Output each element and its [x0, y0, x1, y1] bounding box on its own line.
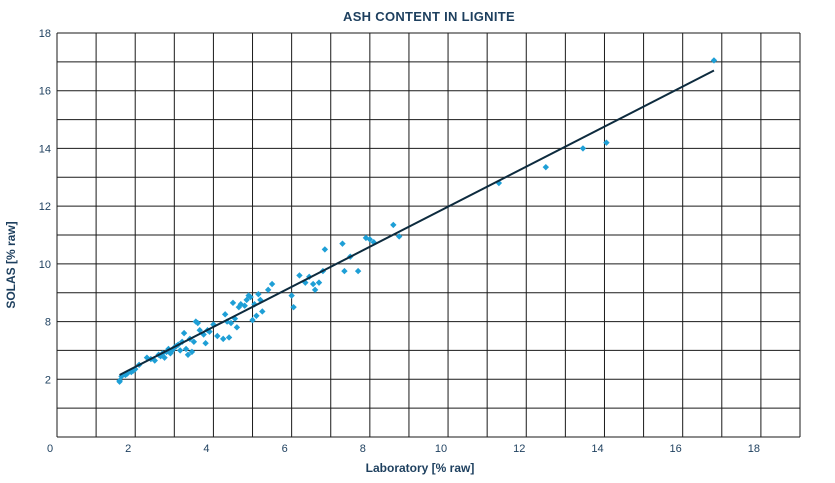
y-tick-label: 10 [39, 259, 51, 271]
chart-title: ASH CONTENT IN LIGNITE [343, 9, 515, 24]
data-point [225, 334, 233, 341]
data-point [241, 302, 248, 309]
y-tick-label: 16 [39, 86, 51, 98]
data-point [354, 267, 362, 275]
data-point [311, 286, 319, 294]
data-point [362, 234, 370, 242]
data-point [221, 311, 229, 318]
data-point [579, 145, 587, 152]
y-tick-label: 8 [45, 317, 51, 329]
data-point [180, 329, 188, 337]
data-point [259, 308, 266, 315]
x-tick-label: 18 [748, 443, 760, 455]
data-point [190, 338, 198, 345]
data-point [229, 299, 237, 307]
data-point [542, 163, 550, 171]
data-point [182, 345, 190, 353]
data-point [321, 246, 329, 253]
data-point [390, 221, 397, 229]
data-point [290, 303, 297, 311]
data-point [176, 347, 184, 354]
data-point [366, 236, 374, 243]
y-tick-labels: 2 8 10 12 14 16 18 [39, 28, 51, 386]
data-point [268, 280, 276, 288]
data-point [253, 312, 260, 319]
data-point [237, 301, 244, 308]
data-point [196, 327, 203, 334]
data-point [395, 233, 403, 240]
data-point [184, 351, 192, 358]
x-tick-label: 6 [282, 443, 288, 455]
x-tick-labels: 0 2 4 6 8 10 12 14 16 18 [47, 443, 760, 455]
data-point [341, 267, 348, 275]
x-tick-label: 14 [591, 443, 603, 455]
data-point [315, 279, 323, 286]
data-point [603, 139, 610, 146]
data-point [214, 332, 221, 340]
data-point [288, 292, 295, 299]
data-point [710, 57, 718, 64]
x-tick-label: 8 [360, 443, 366, 455]
y-axis-label: SOLAS [% raw] [4, 221, 18, 308]
data-point [178, 338, 186, 345]
x-tick-label: 12 [513, 443, 525, 455]
data-point [339, 240, 346, 247]
y-tick-label: 2 [45, 374, 51, 386]
x-tick-label: 10 [435, 443, 447, 455]
data-point [143, 354, 151, 361]
data-point [161, 354, 168, 361]
data-point [249, 316, 256, 324]
y-tick-label: 14 [39, 143, 51, 155]
data-point [255, 290, 262, 298]
data-point [219, 335, 227, 343]
data-point [151, 357, 158, 364]
data-point [194, 319, 201, 327]
x-tick-label: 0 [47, 443, 53, 455]
y-tick-label: 12 [39, 201, 51, 213]
regression-line [119, 69, 715, 376]
data-point [202, 340, 209, 347]
x-tick-label: 4 [203, 443, 209, 455]
x-tick-label: 2 [125, 443, 131, 455]
plot-grid [56, 32, 801, 438]
data-points [116, 57, 718, 385]
x-tick-label: 16 [670, 443, 682, 455]
data-point [233, 324, 241, 331]
data-point [296, 272, 303, 279]
data-point [247, 293, 254, 301]
data-point [309, 280, 317, 288]
data-point [188, 348, 196, 356]
data-point [264, 286, 272, 294]
y-tick-label: 18 [39, 28, 51, 40]
data-point [227, 319, 235, 327]
x-axis-label: Laboratory [% raw] [366, 461, 475, 475]
